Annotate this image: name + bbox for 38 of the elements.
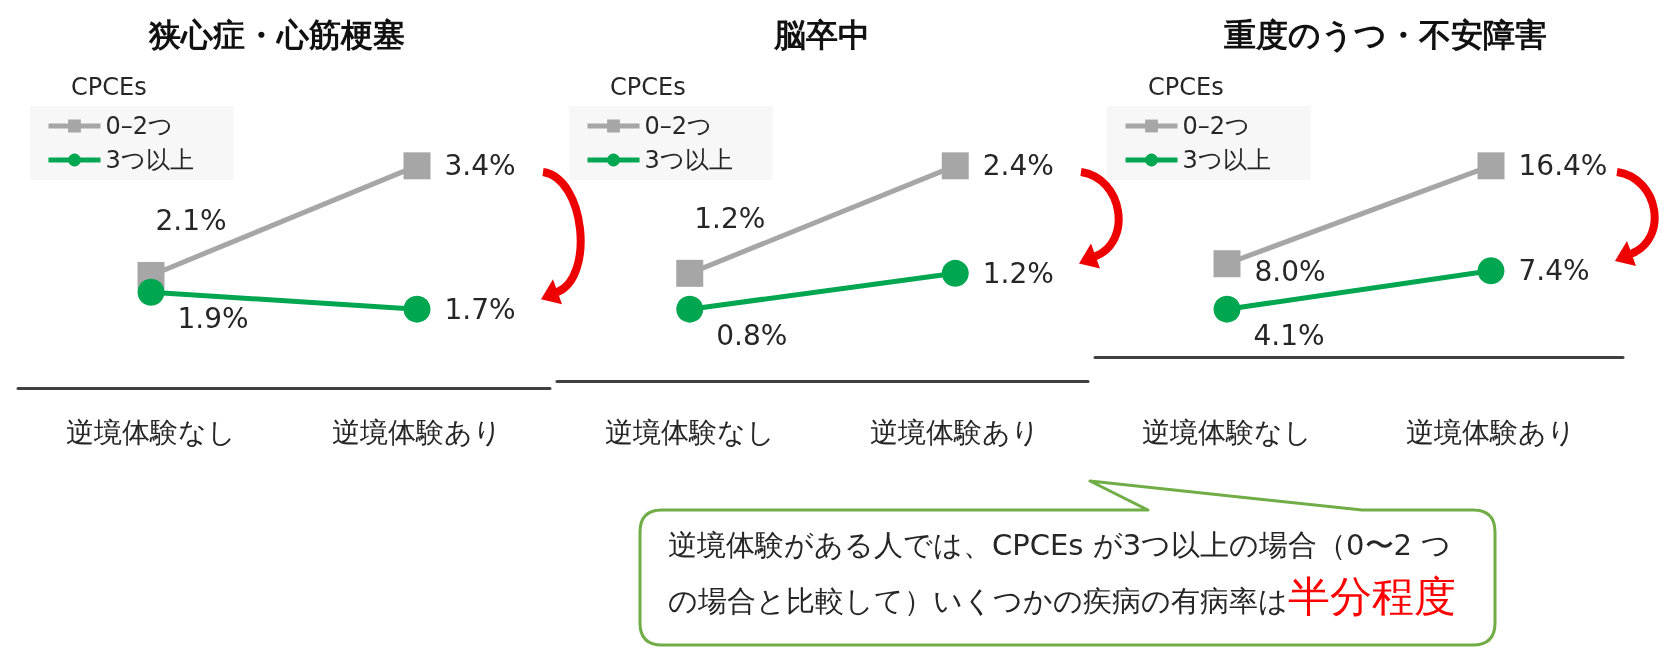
data-label: 2.4% [982,149,1054,183]
x-tick-label: 逆境体験なし [1142,415,1312,449]
point [1477,152,1505,180]
x-tick-label: 逆境体験あり [870,415,1041,449]
legend-title: CPCEs [71,73,147,101]
data-label: 0.8% [716,319,788,353]
x-tick-label: 逆境体験あり [332,415,502,449]
legend-label: 0–2つ [1182,112,1251,140]
data-label: 4.1% [1253,319,1325,353]
point [403,295,431,323]
point [403,152,431,180]
point [1213,250,1241,278]
chart-title: 脳卒中 [773,16,870,54]
data-label: 16.4% [1518,149,1608,183]
chart-title: 重度のうつ・不安障害 [1223,16,1547,54]
legend-label: 3つ以上 [644,146,733,174]
legend-title: CPCEs [610,73,686,101]
x-tick-label: 逆境体験あり [1406,415,1576,449]
data-label: 1.2% [694,202,766,236]
legend-title: CPCEs [1148,73,1224,101]
point [137,278,165,306]
x-tick-label: 逆境体験なし [66,415,236,449]
data-label: 3.4% [444,149,516,183]
legend-label: 0–2つ [644,112,713,140]
data-label: 7.4% [1518,254,1590,288]
data-label: 2.1% [155,204,227,238]
legend-label: 0–2つ [105,112,174,140]
chart-title: 狭心症・心筋梗塞 [147,16,405,54]
point [1477,257,1505,285]
data-label: 1.9% [177,302,249,336]
data-label: 8.0% [1254,255,1326,289]
data-label: 1.7% [444,292,516,326]
legend-label: 3つ以上 [105,146,194,174]
text: 半分程度 [1288,572,1456,621]
x-tick-label: 逆境体験なし [604,415,775,449]
data-label: 1.2% [982,256,1054,290]
point [1213,295,1241,323]
legend-label: 3つ以上 [1182,146,1271,174]
